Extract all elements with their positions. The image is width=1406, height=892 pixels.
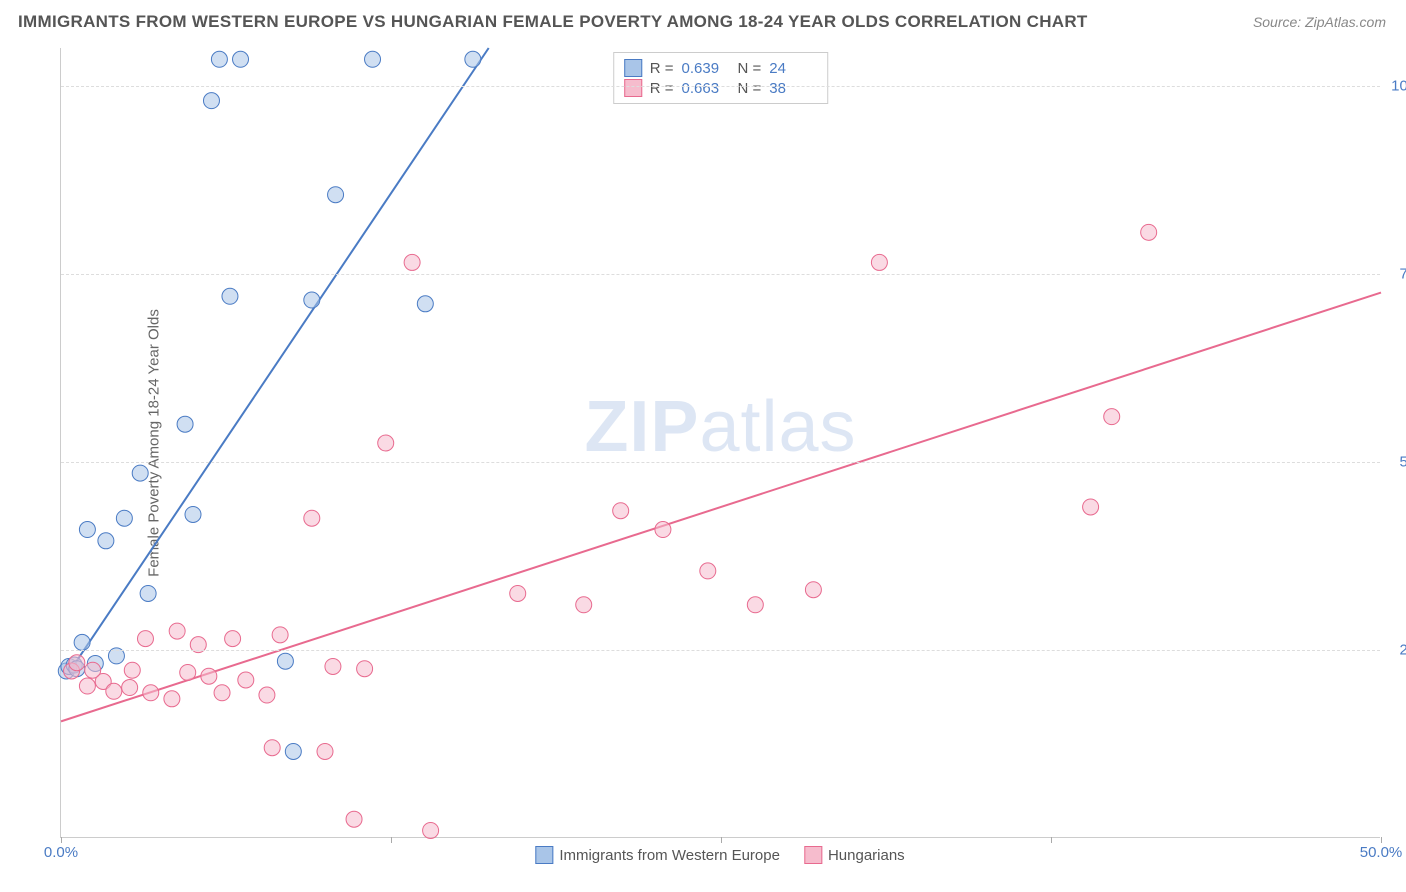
x-tick-mark [721,837,722,843]
x-tick-label: 0.0% [44,844,78,861]
data-point [1141,224,1157,240]
legend-item: Hungarians [804,846,905,864]
data-point [124,662,140,678]
y-tick-label: 100.0% [1391,77,1406,94]
y-tick-label: 25.0% [1399,641,1406,658]
data-point [106,683,122,699]
data-point [177,416,193,432]
data-point [137,631,153,647]
chart-area: Female Poverty Among 18-24 Year Olds R =… [60,48,1380,838]
data-point [417,296,433,312]
data-point [143,685,159,701]
x-tick-mark [1381,837,1382,843]
data-point [655,522,671,538]
data-point [871,254,887,270]
data-point [700,563,716,579]
gridline [61,274,1380,275]
data-point [164,691,180,707]
legend-item: Immigrants from Western Europe [535,846,780,864]
gridline [61,650,1380,651]
source-attribution: Source: ZipAtlas.com [1253,14,1386,30]
data-point [317,743,333,759]
data-point [69,655,85,671]
legend-label: Hungarians [828,847,905,864]
data-point [74,634,90,650]
data-point [222,288,238,304]
data-point [203,93,219,109]
legend-swatch-icon [624,79,642,97]
data-point [98,533,114,549]
x-tick-mark [391,837,392,843]
trend-line [69,48,489,672]
data-point [201,668,217,684]
data-point [264,740,280,756]
data-point [272,627,288,643]
legend-swatch-icon [624,59,642,77]
legend-row: R =0.663N =38 [624,79,818,97]
data-point [180,664,196,680]
data-point [259,687,275,703]
correlation-legend: R =0.639N =24 R =0.663N =38 [613,52,829,104]
data-point [238,672,254,688]
legend-swatch-icon [535,846,553,864]
trend-line [61,293,1381,722]
data-point [1083,499,1099,515]
chart-title: IMMIGRANTS FROM WESTERN EUROPE VS HUNGAR… [18,12,1088,32]
y-tick-label: 75.0% [1399,265,1406,282]
data-point [357,661,373,677]
data-point [404,254,420,270]
scatter-svg [61,48,1380,837]
data-point [211,51,227,67]
data-point [225,631,241,647]
data-point [365,51,381,67]
data-point [1104,409,1120,425]
legend-row: R =0.639N =24 [624,59,818,77]
x-tick-mark [1051,837,1052,843]
data-point [378,435,394,451]
data-point [465,51,481,67]
data-point [85,662,101,678]
data-point [79,678,95,694]
data-point [423,822,439,838]
gridline [61,462,1380,463]
series-legend: Immigrants from Western Europe Hungarians [535,846,904,864]
data-point [140,585,156,601]
gridline [61,86,1380,87]
data-point [233,51,249,67]
legend-swatch-icon [804,846,822,864]
data-point [805,582,821,598]
data-point [613,503,629,519]
data-point [325,658,341,674]
data-point [169,623,185,639]
data-point [576,597,592,613]
data-point [116,510,132,526]
data-point [285,743,301,759]
x-tick-mark [61,837,62,843]
data-point [132,465,148,481]
data-point [747,597,763,613]
data-point [304,292,320,308]
data-point [328,187,344,203]
data-point [122,680,138,696]
plot-region: R =0.639N =24R =0.663N =38 ZIPatlas 25.0… [60,48,1380,838]
data-point [214,685,230,701]
y-tick-label: 50.0% [1399,453,1406,470]
data-point [346,811,362,827]
legend-label: Immigrants from Western Europe [559,847,780,864]
x-tick-label: 50.0% [1360,844,1403,861]
data-point [277,653,293,669]
data-point [304,510,320,526]
data-point [79,522,95,538]
data-point [185,506,201,522]
data-point [510,585,526,601]
